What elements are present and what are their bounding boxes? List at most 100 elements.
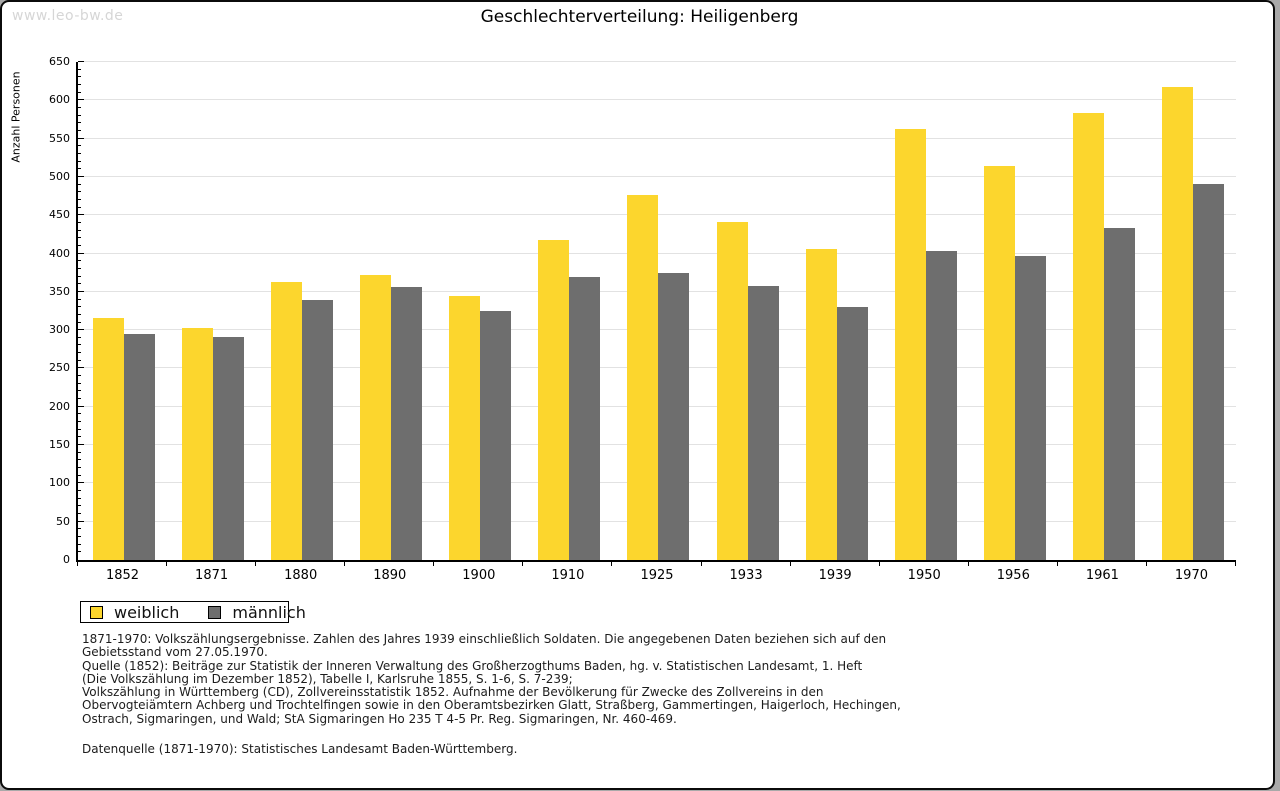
bar-männlich-1880	[302, 300, 334, 560]
y-tick	[78, 298, 81, 300]
gridline-650	[78, 61, 1236, 62]
bar-männlich-1871	[213, 337, 245, 560]
x-tick-label: 1939	[818, 568, 852, 583]
bar-weiblich-1925	[627, 194, 659, 560]
y-tick	[78, 344, 81, 346]
bar-männlich-1900	[480, 311, 512, 560]
y-tick-label: 100	[49, 476, 70, 490]
footnote-line: Obervogteiämtern Achberg und Trochtelfin…	[82, 698, 901, 713]
bar-weiblich-1900	[449, 295, 481, 560]
y-tick	[78, 375, 81, 377]
y-tick-label: 300	[49, 323, 70, 337]
x-tick-label: 1961	[1085, 568, 1119, 583]
y-tick	[78, 520, 84, 522]
y-tick	[78, 84, 81, 85]
x-tick	[611, 562, 613, 566]
x-tick-label: 1900	[462, 568, 496, 583]
x-tick-label: 1852	[105, 568, 140, 583]
footnote-line: 1871-1970: Volkszählungsergebnisse. Zahl…	[82, 632, 887, 646]
y-tick	[78, 122, 81, 124]
bar-männlich-1970	[1192, 183, 1224, 560]
bar-weiblich-1956	[983, 166, 1015, 560]
y-tick	[78, 137, 84, 139]
x-tick-label: 1880	[284, 568, 318, 583]
legend-label-maennlich: männlich	[232, 602, 306, 622]
bar-weiblich-1852	[93, 317, 124, 560]
x-tick	[77, 562, 78, 566]
y-tick	[78, 336, 81, 338]
y-tick	[78, 267, 81, 269]
y-tick-label: 0	[63, 553, 70, 566]
y-tick	[78, 421, 81, 423]
y-tick	[78, 160, 81, 162]
y-tick	[78, 474, 81, 476]
y-tick	[78, 497, 81, 499]
bar-weiblich-1890	[360, 275, 392, 560]
y-tick-label: 650	[49, 55, 70, 68]
y-tick	[78, 114, 81, 116]
y-tick	[78, 359, 81, 361]
y-tick-label: 250	[49, 361, 70, 375]
bar-weiblich-1880	[271, 281, 303, 560]
x-tick	[1145, 562, 1147, 566]
y-tick	[78, 168, 81, 170]
footnote-line: Ostrach, Sigmaringen, und Wald; StA Sigm…	[82, 711, 677, 726]
y-tick	[78, 61, 84, 62]
legend-label-weiblich: weiblich	[114, 602, 180, 622]
y-tick	[78, 306, 81, 308]
y-tick	[78, 436, 81, 438]
y-tick	[78, 183, 81, 185]
y-tick	[78, 129, 81, 131]
x-tick	[1056, 562, 1058, 566]
bar-männlich-1852	[124, 334, 155, 560]
y-tick	[78, 390, 81, 392]
y-tick	[78, 68, 81, 70]
y-tick	[78, 221, 81, 223]
y-tick	[78, 467, 81, 469]
y-tick	[78, 490, 81, 492]
y-tick	[78, 237, 81, 239]
y-tick	[78, 244, 81, 246]
y-tick	[78, 405, 84, 407]
y-tick	[78, 152, 81, 154]
y-tick	[78, 398, 81, 400]
y-tick-label: 350	[49, 284, 70, 298]
y-tick	[78, 191, 81, 193]
chart-title: Geschlechterverteilung: Heiligenberg	[480, 7, 799, 27]
y-tick-label: 150	[49, 438, 70, 452]
bar-weiblich-1933	[716, 222, 748, 560]
bar-weiblich-1961	[1072, 113, 1104, 560]
x-tick	[878, 562, 880, 566]
y-tick	[78, 206, 81, 208]
legend-item-weiblich: weiblich	[90, 603, 179, 622]
y-tick	[78, 313, 81, 315]
y-tick	[78, 543, 81, 545]
y-tick	[78, 513, 81, 515]
y-tick	[78, 428, 81, 430]
gridline-500	[78, 175, 1236, 177]
y-tick-label: 550	[49, 131, 70, 145]
x-tick	[166, 562, 168, 566]
bar-männlich-1910	[569, 276, 601, 560]
bar-männlich-1925	[658, 272, 690, 560]
bar-männlich-1890	[391, 287, 423, 560]
x-tick	[255, 562, 257, 566]
plot-area	[76, 61, 1236, 566]
y-tick	[78, 451, 81, 453]
x-tick	[1235, 562, 1236, 566]
y-tick-label: 600	[49, 93, 70, 107]
y-tick	[78, 482, 84, 484]
x-tick	[967, 562, 969, 566]
y-tick	[78, 175, 84, 177]
footnote-text: 1871-1970: Volkszählungsergebnisse. Zahl…	[82, 632, 901, 726]
y-tick	[78, 229, 81, 231]
x-tick-label: 1970	[1174, 568, 1208, 583]
y-tick	[78, 290, 84, 292]
footnote-line: Gebietsstand vom 27.05.1970.	[82, 645, 268, 660]
y-tick-label: 450	[49, 208, 70, 222]
bar-weiblich-1950	[894, 128, 926, 560]
bar-männlich-1961	[1103, 227, 1135, 560]
y-tick	[78, 352, 81, 354]
y-tick	[78, 444, 84, 446]
y-tick	[78, 413, 81, 415]
